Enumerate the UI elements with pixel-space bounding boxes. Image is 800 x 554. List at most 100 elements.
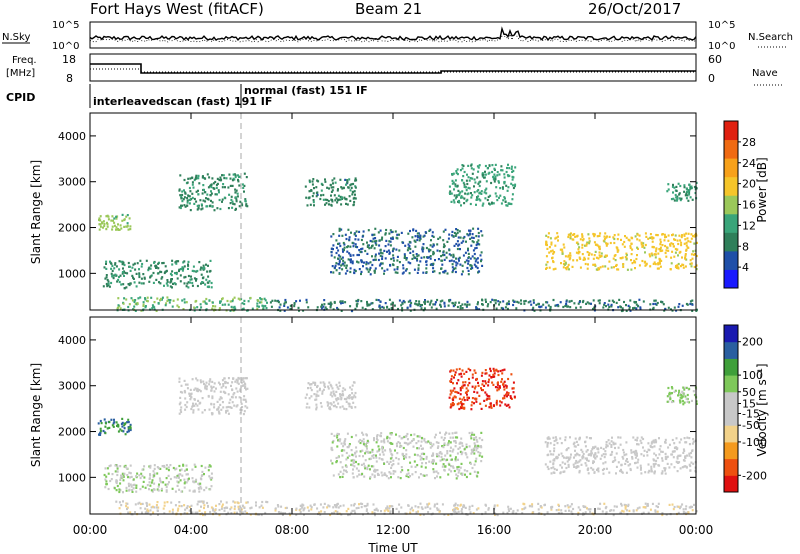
data-cell — [125, 225, 128, 228]
data-cell — [460, 437, 463, 440]
data-cell — [359, 441, 362, 445]
data-cell — [227, 207, 230, 210]
data-cell — [305, 406, 308, 409]
data-cell — [642, 506, 645, 509]
data-cell — [153, 467, 156, 470]
data-cell — [261, 500, 264, 504]
data-cell — [682, 459, 685, 462]
data-cell — [110, 219, 113, 222]
data-cell — [412, 254, 415, 257]
data-cell — [409, 247, 412, 251]
data-cell — [467, 247, 469, 250]
data-cell — [144, 486, 147, 489]
data-cell — [348, 238, 351, 241]
data-cell — [324, 198, 327, 201]
data-cell — [188, 392, 191, 395]
data-cell — [548, 246, 551, 249]
data-cell — [174, 490, 177, 493]
data-cell — [547, 436, 550, 439]
data-cell — [228, 173, 231, 176]
data-cell — [545, 263, 548, 266]
data-cell — [670, 400, 673, 404]
data-cell — [448, 259, 451, 263]
data-cell — [575, 306, 578, 309]
data-cell — [635, 509, 638, 512]
data-cell — [395, 456, 398, 460]
data-cell — [450, 259, 453, 262]
data-cell — [594, 457, 597, 460]
data-cell — [608, 299, 611, 302]
data-cell — [454, 303, 456, 307]
data-cell — [308, 179, 311, 182]
data-cell — [165, 477, 168, 480]
data-cell — [656, 267, 659, 270]
data-cell — [467, 273, 470, 276]
data-cell — [196, 284, 199, 288]
data-cell — [117, 297, 120, 300]
data-cell — [614, 254, 617, 257]
data-cell — [139, 296, 142, 299]
data-cell — [467, 176, 470, 179]
data-cell — [590, 253, 593, 256]
data-cell — [375, 243, 378, 246]
data-cell — [443, 271, 446, 274]
data-cell — [232, 202, 235, 205]
data-cell — [334, 266, 336, 269]
data-cell — [407, 300, 410, 303]
data-cell — [634, 438, 637, 441]
data-cell — [358, 503, 360, 506]
data-cell — [159, 270, 162, 273]
data-cell — [654, 256, 657, 259]
data-cell — [630, 449, 633, 452]
data-cell — [435, 441, 438, 444]
data-cell — [373, 508, 376, 512]
data-cell — [307, 509, 310, 512]
data-cell — [492, 375, 495, 378]
data-cell — [361, 502, 364, 506]
data-cell — [692, 462, 695, 465]
data-cell — [345, 470, 348, 474]
data-cell — [329, 406, 331, 409]
data-cell — [353, 502, 356, 506]
data-cell — [598, 247, 601, 250]
data-cell — [634, 456, 637, 459]
data-cell — [206, 385, 208, 388]
data-cell — [452, 448, 455, 451]
data-cell — [367, 441, 370, 444]
data-cell — [123, 287, 126, 290]
data-cell — [640, 241, 643, 244]
data-cell — [230, 506, 233, 509]
data-cell — [629, 463, 632, 466]
y-tick-label: 4000 — [58, 334, 86, 347]
data-cell — [106, 223, 109, 226]
data-cell — [673, 245, 675, 248]
data-cell — [532, 306, 535, 309]
data-cell — [128, 485, 130, 488]
data-cell — [230, 198, 233, 201]
data-cell — [554, 304, 557, 307]
data-cell — [244, 198, 247, 201]
data-cell — [354, 185, 357, 188]
data-cell — [478, 437, 481, 440]
data-cell — [233, 392, 236, 395]
data-cell — [417, 510, 419, 513]
data-cell — [393, 304, 396, 307]
data-cell — [355, 305, 358, 308]
data-cell — [461, 398, 464, 401]
data-cell — [320, 510, 323, 513]
data-cell — [552, 453, 555, 456]
data-cell — [377, 231, 380, 234]
data-cell — [461, 307, 464, 310]
data-cell — [506, 204, 509, 207]
data-cell — [507, 377, 510, 381]
data-cell — [341, 405, 344, 408]
data-cell — [413, 256, 416, 259]
data-cell — [364, 308, 367, 311]
data-cell — [360, 250, 363, 254]
data-cell — [661, 450, 664, 453]
data-cell — [323, 299, 326, 302]
data-cell — [452, 302, 455, 305]
data-cell — [393, 268, 396, 271]
data-cell — [171, 263, 174, 266]
data-cell — [180, 410, 183, 414]
